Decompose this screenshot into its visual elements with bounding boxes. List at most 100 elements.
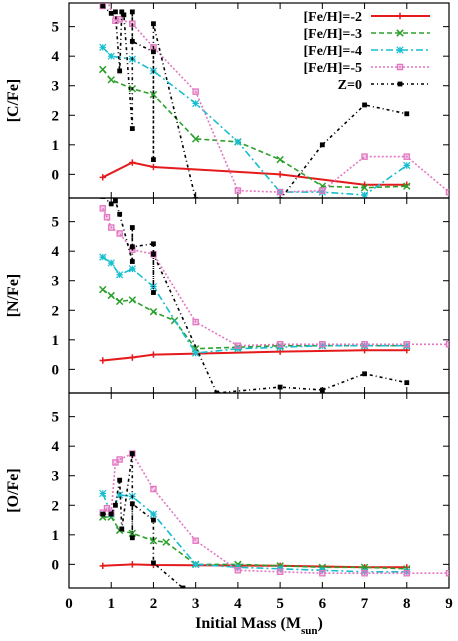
legend-marker (396, 29, 404, 37)
data-point (117, 68, 123, 74)
data-point (116, 491, 124, 499)
data-point (362, 102, 367, 108)
series-line (102, 207, 449, 347)
x-tick-label: 9 (445, 596, 453, 612)
data-point (403, 161, 411, 170)
y-axis-label: [O/Fe] (5, 468, 22, 512)
data-point (108, 201, 114, 207)
series-line (103, 198, 407, 393)
y-tick-label: 3 (52, 274, 60, 290)
data-point (403, 342, 411, 350)
data-point (361, 569, 368, 577)
data-point (403, 182, 411, 190)
series-line (102, 46, 408, 196)
panel-frame (68, 197, 450, 394)
y-tick-label: 0 (52, 557, 60, 573)
panel-1: 0 1 2 3 4 5 [C/Fe] (5, 2, 450, 199)
y-axis-label: [C/Fe] (5, 79, 22, 123)
data-point (276, 568, 284, 576)
data-point (162, 538, 170, 546)
data-point (107, 291, 115, 300)
x-tick-labels: 0 1 2 3 4 5 6 7 8 9 (65, 596, 453, 612)
data-point (99, 65, 107, 74)
panel-2: 0 1 2 3 4 5 [N/Fe] (5, 197, 450, 394)
data-point (129, 225, 135, 230)
data-point (119, 9, 125, 15)
data-point (276, 188, 284, 196)
data-point (129, 39, 135, 44)
data-point (276, 155, 284, 164)
x-axis-label-main: Initial Mass (M (195, 615, 301, 632)
data-point (149, 308, 158, 316)
data-point (113, 9, 118, 15)
data-point (107, 76, 115, 84)
data-point (318, 342, 326, 350)
data-point (100, 3, 106, 9)
data-point (108, 10, 114, 16)
data-point (234, 138, 242, 146)
data-point (100, 198, 106, 199)
data-point (319, 569, 326, 577)
x-tick-label: 3 (192, 596, 200, 612)
data-point (180, 585, 186, 588)
data-point (99, 489, 107, 498)
series-line (102, 452, 449, 575)
data-point (108, 511, 114, 517)
y-tick-label: 4 (52, 439, 60, 455)
x-axis-label-close: ) (317, 615, 322, 632)
series-group (99, 3, 449, 198)
legend-entry: [Fe/H]=-3 (303, 27, 430, 42)
legend-entry: [Fe/H]=-5 (303, 61, 430, 76)
data-point (113, 502, 118, 508)
data-point (445, 188, 449, 196)
x-tick-label: 0 (65, 596, 73, 612)
y-tick-label: 2 (52, 108, 60, 124)
data-point (360, 342, 369, 350)
data-point (192, 537, 199, 544)
series-line (102, 288, 407, 350)
legend-label: [Fe/H]=-4 (303, 44, 362, 59)
legend-label: [Fe/H]=-5 (303, 61, 362, 76)
data-point (149, 510, 158, 518)
y-tick-label: 0 (52, 167, 60, 183)
y-tick-label: 5 (52, 20, 60, 36)
data-point (361, 340, 368, 348)
data-point (403, 569, 411, 577)
data-point (403, 340, 411, 348)
data-point (116, 271, 124, 279)
data-point (99, 562, 106, 570)
data-point (404, 111, 410, 117)
data-point (192, 88, 199, 95)
legend-label: [Fe/H]=-2 (303, 10, 362, 25)
data-point (116, 456, 123, 463)
y-tick-label: 4 (52, 244, 60, 260)
data-point (361, 153, 368, 160)
data-point (192, 349, 200, 357)
series-line (102, 349, 407, 362)
series-line (102, 493, 407, 573)
data-point (103, 504, 111, 512)
data-point (107, 259, 115, 267)
series-line (102, 453, 184, 588)
data-point (319, 387, 325, 393)
data-point (319, 142, 325, 148)
x-tick-label: 5 (276, 596, 284, 612)
x-tick-label: 1 (107, 596, 115, 612)
y-axis-label: [N/Fe] (5, 274, 22, 318)
data-point (319, 187, 326, 194)
data-point (362, 371, 367, 377)
y-tick-label: 0 (52, 362, 60, 378)
data-point (360, 183, 369, 192)
series-line (102, 256, 407, 354)
data-point (214, 390, 220, 393)
data-point (192, 318, 199, 326)
y-tick-label: 4 (52, 49, 60, 65)
x-tick-label: 2 (150, 596, 158, 612)
data-point (277, 384, 283, 390)
data-point (276, 340, 284, 348)
x-tick-label: 7 (361, 596, 369, 612)
data-point (103, 3, 111, 4)
data-point (129, 501, 135, 507)
y-tick-label: 2 (52, 303, 60, 319)
data-point (129, 259, 135, 264)
